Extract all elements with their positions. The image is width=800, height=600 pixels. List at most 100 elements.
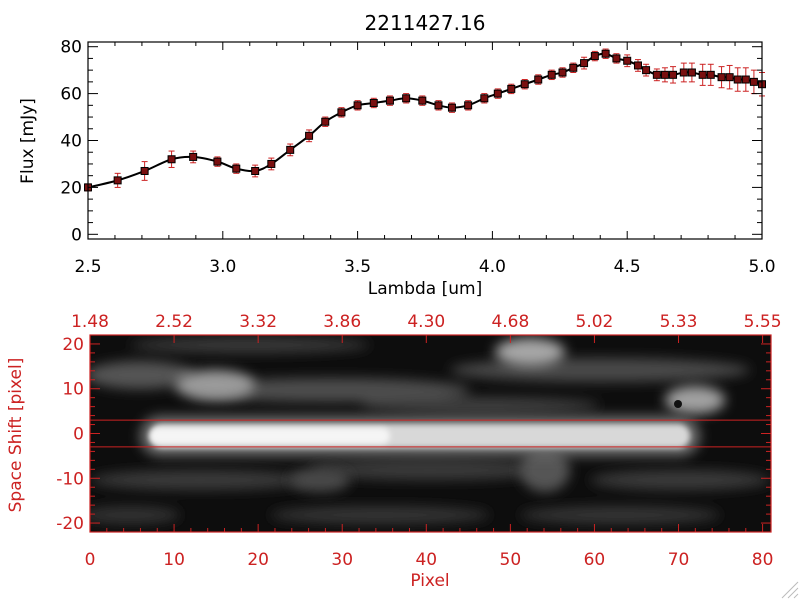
- data-point: [601, 49, 610, 58]
- data-point: [385, 96, 394, 105]
- data-point: [337, 108, 346, 117]
- image-noise: [90, 337, 770, 524]
- spectrum-y-axis-label: Flux [mJy]: [18, 98, 38, 184]
- spectrum-plot-frame: [87, 41, 763, 240]
- data-point: [547, 70, 556, 79]
- data-point: [286, 145, 295, 154]
- x-tick-label: 60: [584, 550, 606, 570]
- resize-grip-line: [793, 593, 799, 599]
- x-tick-label: 80: [752, 550, 774, 570]
- data-point: [434, 101, 443, 110]
- data-point: [612, 54, 621, 63]
- image-y-axis-label: Space Shift [pixel]: [6, 358, 26, 513]
- y-tick-label: 0: [73, 425, 84, 445]
- data-point: [706, 70, 715, 79]
- resize-grip-line: [787, 587, 799, 599]
- noise-patch: [90, 470, 310, 490]
- y-tick-label: 40: [60, 132, 82, 152]
- x-tick-label: 10: [163, 550, 185, 570]
- y-tick-label: -10: [56, 469, 84, 489]
- y-tick-label: 60: [60, 85, 82, 105]
- data-point: [189, 152, 198, 161]
- x-tick-label: 3.5: [344, 257, 371, 277]
- data-point: [569, 63, 578, 72]
- x-tick-label: 50: [500, 550, 522, 570]
- data-point: [353, 101, 362, 110]
- data-point: [520, 80, 529, 89]
- resize-grip[interactable]: [781, 581, 799, 599]
- data-point: [507, 84, 516, 93]
- noise-patch: [190, 378, 470, 402]
- noise-patch: [90, 506, 180, 524]
- chart-title: 2211427.16: [365, 11, 486, 35]
- y-tick-label: 80: [60, 38, 82, 58]
- spectrum-x-axis-label: Lambda [um]: [368, 279, 482, 299]
- top-tick-label: 5.55: [744, 312, 782, 332]
- noise-patch: [130, 337, 370, 353]
- x-tick-label: 70: [668, 550, 690, 570]
- noise-patch: [590, 470, 770, 490]
- data-point: [447, 103, 456, 112]
- noise-patch: [90, 361, 195, 389]
- x-tick-label: 20: [247, 550, 269, 570]
- data-point: [652, 70, 661, 79]
- y-tick-label: 20: [62, 335, 84, 355]
- data-point: [642, 66, 651, 75]
- data-point: [687, 68, 696, 77]
- data-point: [213, 157, 222, 166]
- x-tick-label: 5.0: [748, 257, 775, 277]
- data-point: [369, 98, 378, 107]
- data-point: [590, 52, 599, 61]
- image-x-ticks: 0 10 20 30 40 50 60 70 80: [85, 524, 774, 570]
- x-tick-label: 3.0: [209, 257, 236, 277]
- data-point: [140, 166, 149, 175]
- image-top-wavelength-ticks: 1.48 2.52 3.32 3.86 4.30 4.68 5.02 5.33 5.55: [71, 312, 782, 343]
- data-point: [633, 61, 642, 70]
- data-point: [679, 68, 688, 77]
- y-tick-label: 10: [62, 380, 84, 400]
- noise-patch: [360, 397, 600, 413]
- noise-patch: [310, 460, 550, 480]
- noise-patch: [520, 506, 720, 524]
- blob-lower-left: [290, 468, 350, 492]
- blob-right: [665, 386, 725, 414]
- x-tick-label: 4.0: [479, 257, 506, 277]
- data-point: [113, 176, 122, 185]
- top-tick-label: 4.30: [407, 312, 445, 332]
- x-tick-label: 30: [331, 550, 353, 570]
- y-tick-label: 0: [71, 225, 82, 245]
- top-tick-label: 3.86: [323, 312, 361, 332]
- spectrum-error-bars: [85, 48, 765, 192]
- data-point: [580, 59, 589, 68]
- noise-patch: [270, 506, 490, 524]
- spectrum-plot: 2211427.16 2.5 3.0 3.5 4.0 4.5 5.0 020406080 …: [18, 11, 776, 299]
- x-tick-label: 0: [85, 550, 96, 570]
- x-tick-label: 4.5: [614, 257, 641, 277]
- data-point: [717, 73, 726, 82]
- top-tick-label: 5.33: [660, 312, 698, 332]
- spectral-image-plot: 0 10 20 30 40 50 60 70 80 -20 -10 0 10 20 1.48 2.52 3.…: [6, 312, 782, 591]
- image-dark-spot: [674, 400, 682, 408]
- data-point: [749, 77, 758, 86]
- image-trace: [140, 400, 700, 456]
- data-point: [321, 117, 330, 126]
- spectral-image: [90, 335, 771, 532]
- data-point: [725, 73, 734, 82]
- data-point: [251, 166, 260, 175]
- top-tick-label: 2.52: [155, 312, 193, 332]
- spectrum-x-ticks: 2.5 3.0 3.5 4.0 4.5 5.0: [74, 42, 776, 277]
- data-point: [480, 94, 489, 103]
- blob-top-mid: [495, 338, 565, 366]
- data-point: [660, 70, 669, 79]
- data-point: [534, 75, 543, 84]
- image-y-ticks: -20 -10 0 10 20: [56, 335, 771, 534]
- top-tick-label: 1.48: [71, 312, 109, 332]
- blob-upper-left: [175, 370, 255, 400]
- data-point: [669, 70, 678, 79]
- data-point: [698, 70, 707, 79]
- blob-lower-mid: [520, 448, 570, 492]
- data-point: [464, 101, 473, 110]
- image-sources: [175, 338, 725, 492]
- spectrum-line: [87, 52, 763, 189]
- spectrum-markers: [84, 49, 766, 192]
